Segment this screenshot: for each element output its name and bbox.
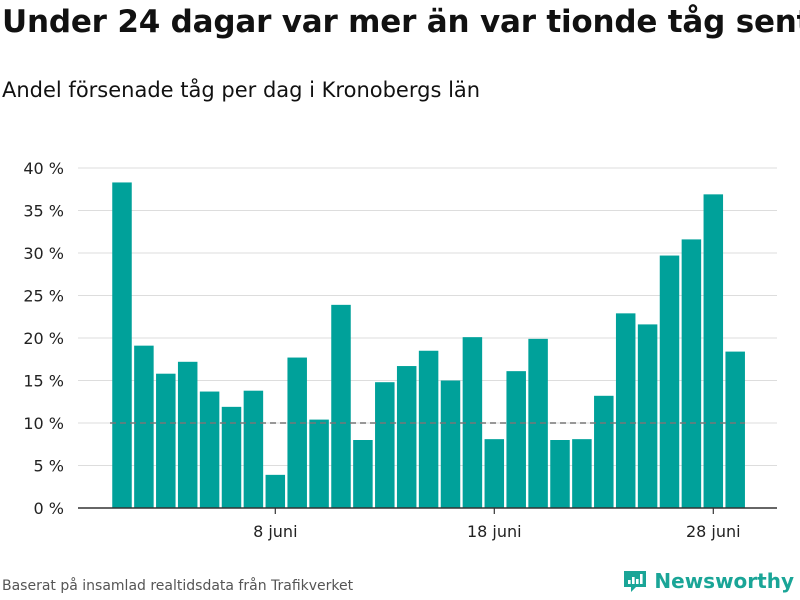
brand-logo: Newsworthy: [622, 568, 794, 594]
bar: [156, 373, 176, 508]
brand-name: Newsworthy: [654, 569, 794, 593]
bar: [287, 357, 307, 508]
y-tick-label: 30 %: [23, 244, 64, 263]
bar: [681, 239, 702, 508]
bar: [331, 304, 351, 508]
bar: [375, 382, 395, 508]
bar: [396, 366, 417, 508]
y-tick-label: 35 %: [23, 202, 64, 221]
bar: [440, 380, 461, 508]
x-tick-label: 8 juni: [253, 522, 297, 541]
bar: [659, 255, 680, 508]
bar: [221, 406, 242, 508]
bar: [243, 390, 264, 508]
y-tick-label: 5 %: [34, 457, 64, 476]
bar: [112, 182, 132, 508]
bar: [134, 345, 154, 508]
bar: [484, 439, 505, 508]
newsworthy-logo-icon: [624, 571, 647, 592]
bar: [594, 395, 614, 508]
bar: [353, 440, 373, 508]
y-tick-label: 15 %: [23, 372, 64, 391]
y-tick-label: 25 %: [23, 287, 64, 306]
bar: [703, 194, 724, 508]
y-tick-label: 0 %: [34, 499, 64, 518]
bar: [199, 391, 220, 508]
chart-title: Under 24 dagar var mer än var tionde tåg…: [2, 4, 800, 40]
bar: [572, 439, 592, 508]
chart-subtitle: Andel försenade tåg per dag i Kronobergs…: [2, 78, 481, 102]
bar: [550, 440, 570, 508]
bar: [177, 361, 198, 508]
bar: [418, 350, 439, 508]
bar: [506, 371, 526, 508]
bar: [637, 324, 658, 508]
bar: [265, 474, 286, 508]
x-tick-label: 28 juni: [686, 522, 741, 541]
y-tick-label: 10 %: [23, 414, 64, 433]
y-tick-label: 20 %: [23, 329, 64, 348]
y-tick-label: 40 %: [23, 159, 64, 178]
bar: [309, 419, 329, 508]
source-note: Baserat på insamlad realtidsdata från Tr…: [2, 578, 354, 594]
bar: [528, 338, 548, 508]
bar: [615, 313, 636, 508]
x-tick-label: 18 juni: [467, 522, 522, 541]
bar: [725, 351, 745, 508]
